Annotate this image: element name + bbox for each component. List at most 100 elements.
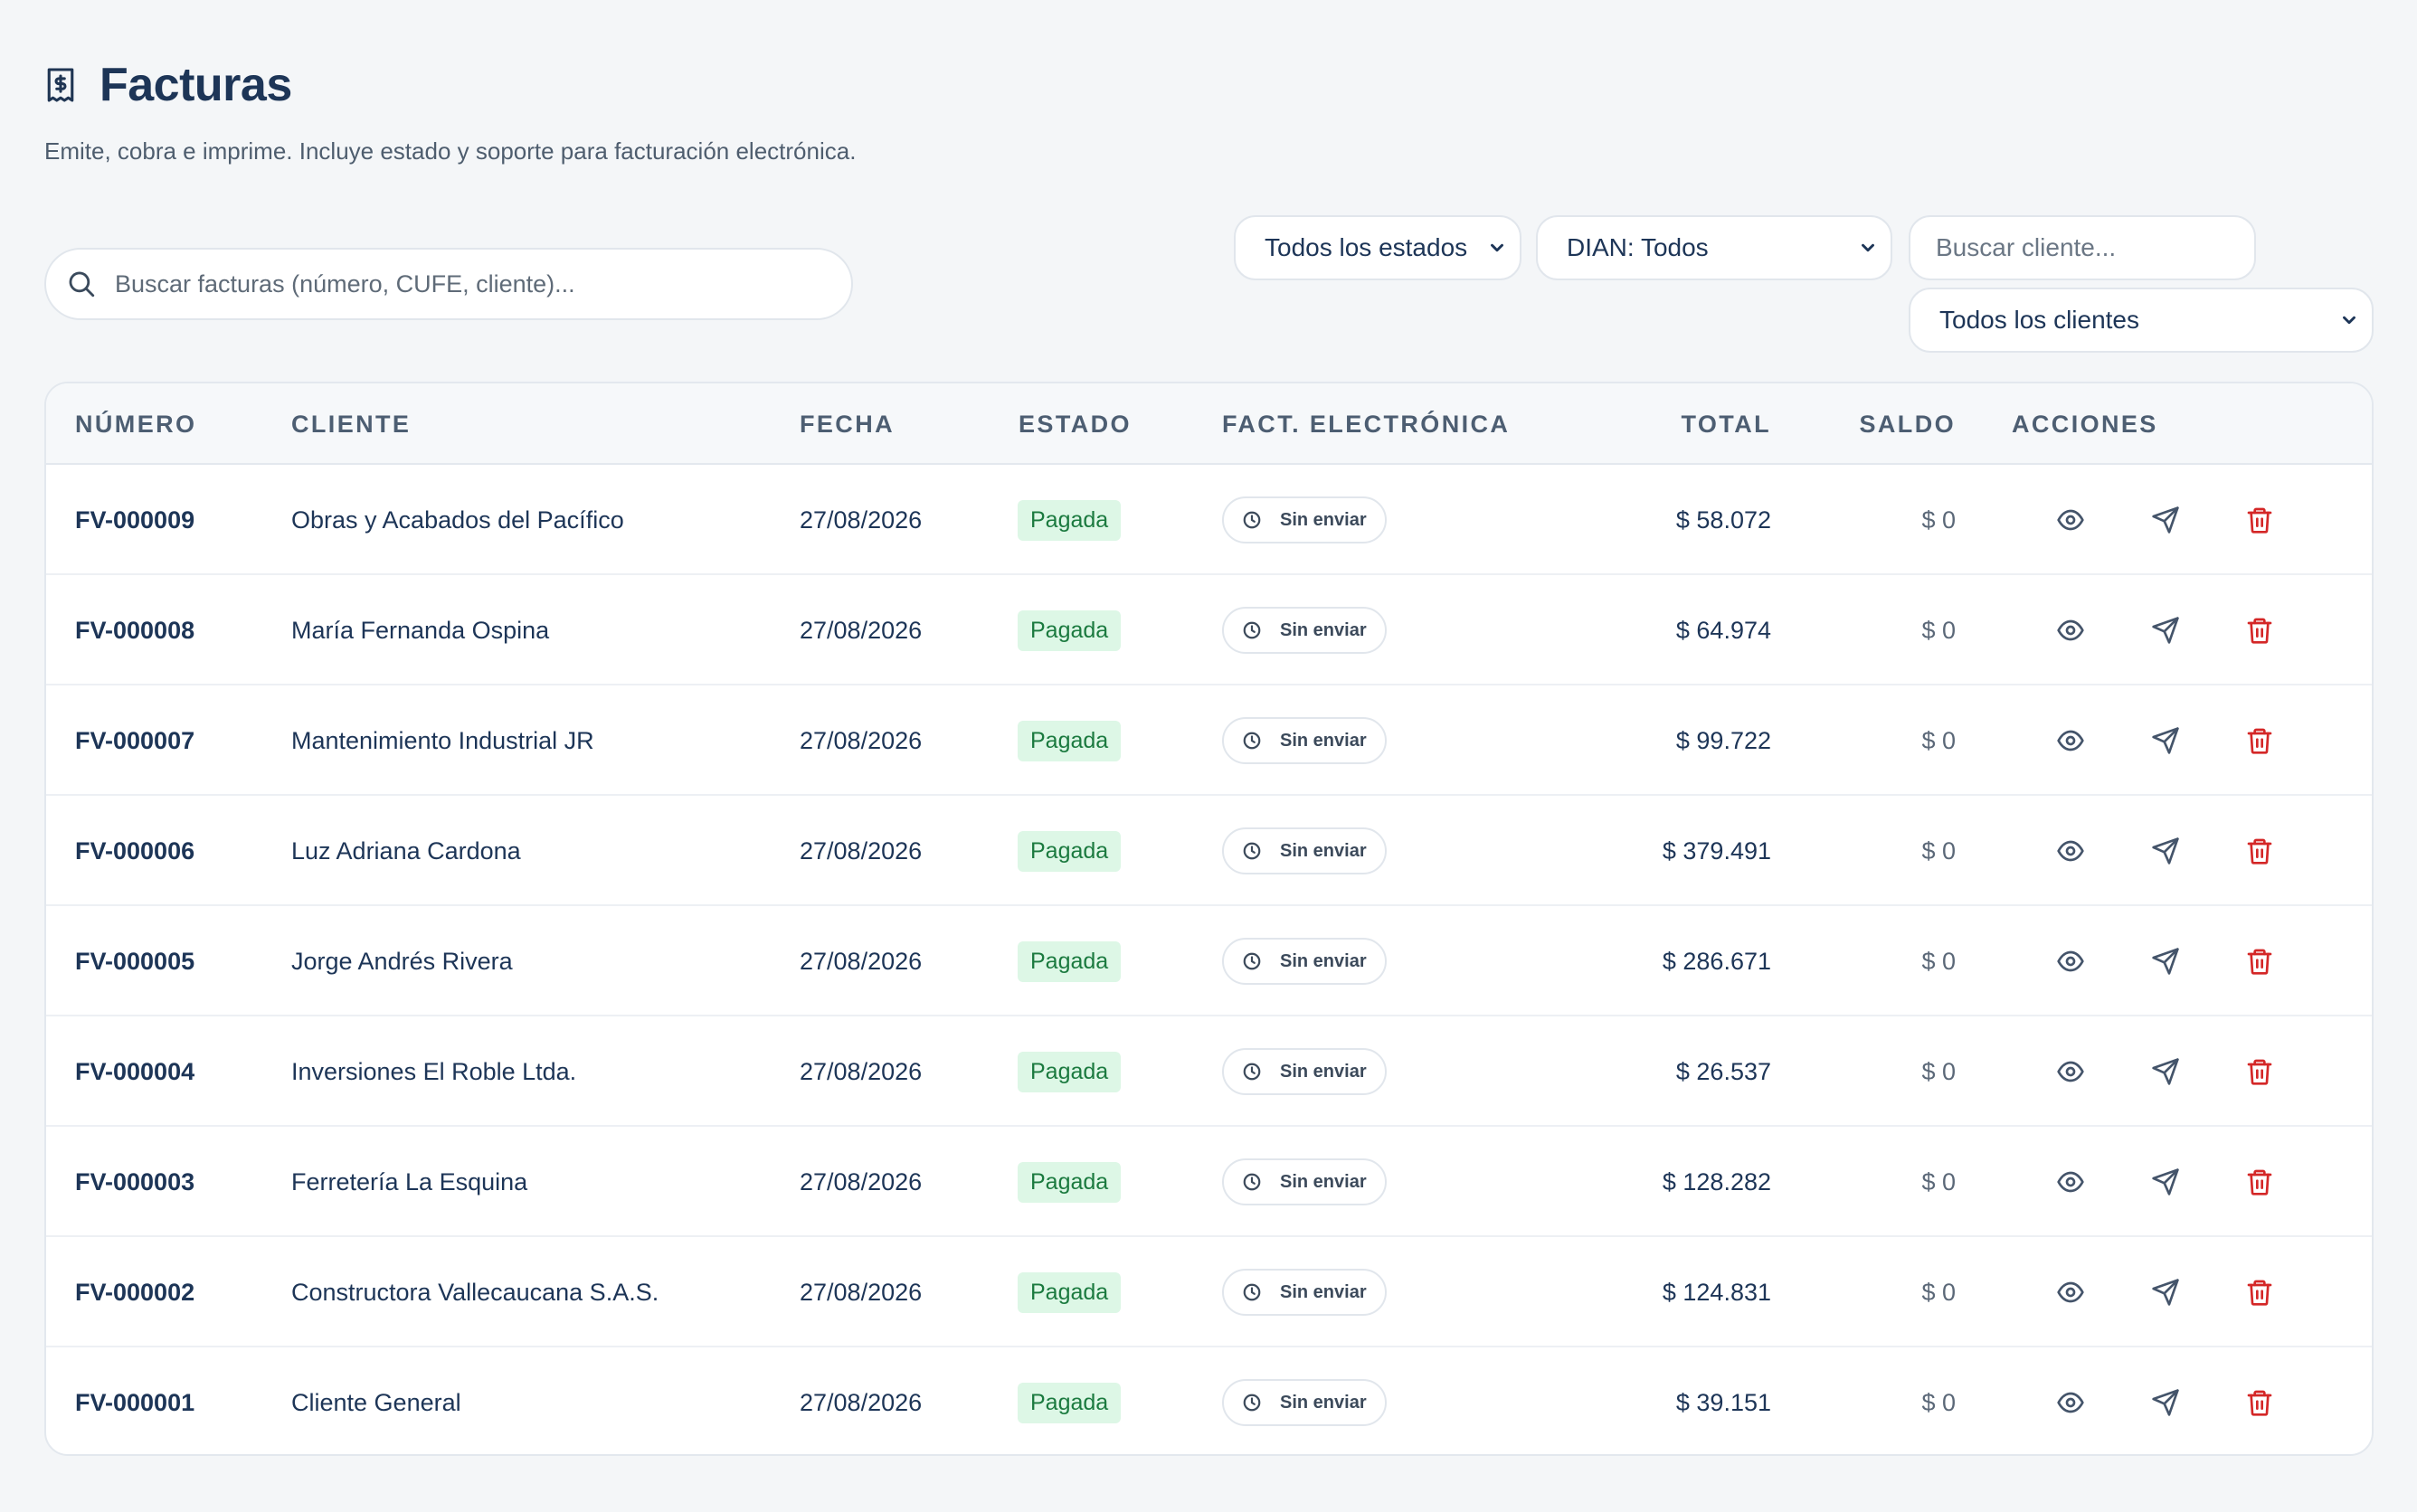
chevron-down-icon xyxy=(1858,238,1878,258)
table-row[interactable]: FV-000003 Ferretería La Esquina 27/08/2026… xyxy=(46,1127,2372,1237)
eye-icon[interactable] xyxy=(2052,575,2089,685)
send-icon[interactable] xyxy=(2147,1237,2184,1347)
send-icon[interactable] xyxy=(2147,1347,2184,1454)
eye-icon[interactable] xyxy=(2052,1127,2089,1237)
table-header: NÚMERO CLIENTE FECHA ESTADO FACT. ELECTR… xyxy=(46,383,2372,465)
e-invoice-status-label: Sin enviar xyxy=(1280,730,1367,751)
invoice-balance: $ 0 xyxy=(1921,1167,1956,1195)
invoice-date: 27/08/2026 xyxy=(800,726,923,754)
clock-icon xyxy=(1242,1282,1262,1302)
send-icon[interactable] xyxy=(2147,575,2184,685)
clock-icon xyxy=(1242,620,1262,640)
status-cell: Pagada xyxy=(1018,575,1122,685)
e-invoice-status-label: Sin enviar xyxy=(1280,1061,1367,1082)
invoice-total: $ 26.537 xyxy=(1675,1057,1771,1085)
table-row[interactable]: FV-000008 María Fernanda Ospina 27/08/2026… xyxy=(46,575,2372,685)
e-invoice-status-pill: Sin enviar xyxy=(1222,1158,1387,1205)
e-invoice-status-pill: Sin enviar xyxy=(1222,1269,1387,1316)
invoices-table: NÚMERO CLIENTE FECHA ESTADO FACT. ELECTR… xyxy=(44,382,2374,1456)
send-icon[interactable] xyxy=(2147,796,2184,906)
eye-icon[interactable] xyxy=(2052,906,2089,1016)
send-icon[interactable] xyxy=(2147,1016,2184,1127)
status-cell: Pagada xyxy=(1018,796,1122,906)
estado-filter-value: Todos los estados xyxy=(1265,233,1468,261)
page-header: Facturas xyxy=(45,58,292,112)
status-badge: Pagada xyxy=(1018,610,1122,651)
trash-icon[interactable] xyxy=(2242,796,2278,906)
invoice-client: Inversiones El Roble Ltda. xyxy=(291,1057,577,1085)
send-icon[interactable] xyxy=(2147,906,2184,1016)
e-invoice-cell: Sin enviar xyxy=(1222,906,1387,1016)
e-invoice-status-pill: Sin enviar xyxy=(1222,827,1387,874)
client-search-input[interactable] xyxy=(1909,215,2256,280)
invoice-number[interactable]: FV-000001 xyxy=(75,1388,195,1416)
table-row[interactable]: FV-000005 Jorge Andrés Rivera 27/08/2026 Pa… xyxy=(46,906,2372,1016)
invoice-search-box[interactable] xyxy=(44,248,853,320)
invoice-number[interactable]: FV-000005 xyxy=(75,947,195,975)
send-icon[interactable] xyxy=(2147,685,2184,796)
invoice-balance: $ 0 xyxy=(1921,726,1956,754)
e-invoice-status-pill: Sin enviar xyxy=(1222,1048,1387,1095)
e-invoice-cell: Sin enviar xyxy=(1222,1237,1387,1347)
invoice-number[interactable]: FV-000004 xyxy=(75,1057,195,1085)
e-invoice-cell: Sin enviar xyxy=(1222,1127,1387,1237)
table-row[interactable]: FV-000006 Luz Adriana Cardona 27/08/2026 Pa… xyxy=(46,796,2372,906)
clock-icon xyxy=(1242,841,1262,861)
invoice-number[interactable]: FV-000009 xyxy=(75,506,195,534)
invoice-client: Mantenimiento Industrial JR xyxy=(291,726,594,754)
eye-icon[interactable] xyxy=(2052,1016,2089,1127)
dian-filter-select[interactable]: DIAN: Todos xyxy=(1536,215,1892,280)
invoice-date: 27/08/2026 xyxy=(800,1388,923,1416)
invoice-number[interactable]: FV-000003 xyxy=(75,1167,195,1195)
status-cell: Pagada xyxy=(1018,685,1122,796)
e-invoice-cell: Sin enviar xyxy=(1222,1347,1387,1454)
clock-icon xyxy=(1242,1062,1262,1082)
status-badge: Pagada xyxy=(1018,1271,1122,1313)
column-header-fecha[interactable]: FECHA xyxy=(800,411,895,438)
status-badge: Pagada xyxy=(1018,830,1122,872)
e-invoice-status-pill: Sin enviar xyxy=(1222,607,1387,654)
status-badge: Pagada xyxy=(1018,1051,1122,1092)
table-row[interactable]: FV-000007 Mantenimiento Industrial JR 27/0… xyxy=(46,685,2372,796)
send-icon[interactable] xyxy=(2147,1127,2184,1237)
column-header-numero[interactable]: NÚMERO xyxy=(75,411,197,438)
trash-icon[interactable] xyxy=(2242,575,2278,685)
column-header-fe[interactable]: FACT. ELECTRÓNICA xyxy=(1222,411,1511,438)
send-icon[interactable] xyxy=(2147,465,2184,575)
column-header-total[interactable]: TOTAL xyxy=(1681,411,1771,438)
eye-icon[interactable] xyxy=(2052,1237,2089,1347)
clientes-filter-select[interactable]: Todos los clientes xyxy=(1909,288,2374,353)
table-row[interactable]: FV-000009 Obras y Acabados del Pacífico 27… xyxy=(46,465,2372,575)
table-row[interactable]: FV-000002 Constructora Vallecaucana S.A.S… xyxy=(46,1237,2372,1347)
trash-icon[interactable] xyxy=(2242,1127,2278,1237)
invoice-number[interactable]: FV-000002 xyxy=(75,1278,195,1306)
invoice-search-input[interactable] xyxy=(115,269,820,298)
eye-icon[interactable] xyxy=(2052,465,2089,575)
table-row[interactable]: FV-000004 Inversiones El Roble Ltda. 27/08… xyxy=(46,1016,2372,1127)
trash-icon[interactable] xyxy=(2242,465,2278,575)
status-cell: Pagada xyxy=(1018,906,1122,1016)
trash-icon[interactable] xyxy=(2242,1237,2278,1347)
trash-icon[interactable] xyxy=(2242,1347,2278,1454)
table-row[interactable]: FV-000001 Cliente General 27/08/2026 Pagada… xyxy=(46,1347,2372,1454)
clientes-filter-value: Todos los clientes xyxy=(1939,306,2140,334)
column-header-saldo[interactable]: SALDO xyxy=(1859,411,1956,438)
column-header-estado[interactable]: ESTADO xyxy=(1019,411,1132,438)
e-invoice-status-label: Sin enviar xyxy=(1280,619,1367,640)
trash-icon[interactable] xyxy=(2242,906,2278,1016)
chevron-down-icon xyxy=(1487,238,1507,258)
eye-icon[interactable] xyxy=(2052,796,2089,906)
invoice-number[interactable]: FV-000007 xyxy=(75,726,195,754)
invoice-client: Jorge Andrés Rivera xyxy=(291,947,513,975)
invoice-date: 27/08/2026 xyxy=(800,1057,923,1085)
estado-filter-select[interactable]: Todos los estados xyxy=(1234,215,1521,280)
column-header-cliente[interactable]: CLIENTE xyxy=(291,411,412,438)
invoice-number[interactable]: FV-000008 xyxy=(75,616,195,644)
eye-icon[interactable] xyxy=(2052,685,2089,796)
eye-icon[interactable] xyxy=(2052,1347,2089,1454)
invoice-number[interactable]: FV-000006 xyxy=(75,836,195,865)
trash-icon[interactable] xyxy=(2242,1016,2278,1127)
trash-icon[interactable] xyxy=(2242,685,2278,796)
status-badge: Pagada xyxy=(1018,1382,1122,1423)
